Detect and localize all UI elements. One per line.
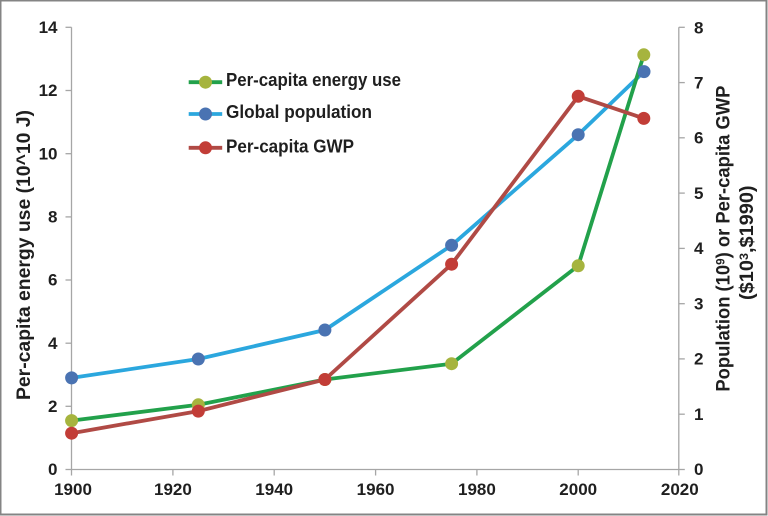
svg-text:10: 10 (39, 144, 58, 163)
svg-text:1940: 1940 (255, 480, 293, 499)
svg-text:4: 4 (48, 334, 58, 353)
svg-text:4: 4 (694, 239, 704, 258)
svg-text:8: 8 (48, 208, 57, 227)
svg-text:1960: 1960 (357, 480, 395, 499)
svg-text:1: 1 (694, 405, 703, 424)
svg-text:2: 2 (48, 397, 57, 416)
svg-text:0: 0 (48, 460, 57, 479)
svg-text:($103,$1990): ($103,$1990) (737, 185, 758, 300)
svg-text:Global population: Global population (226, 102, 372, 122)
svg-text:6: 6 (48, 271, 57, 290)
svg-text:2: 2 (694, 350, 703, 369)
svg-text:Per-capita energy use (10^10 J: Per-capita energy use (10^10 J) (14, 110, 35, 400)
svg-text:1920: 1920 (154, 480, 192, 499)
svg-text:8: 8 (694, 18, 703, 37)
svg-text:2000: 2000 (559, 480, 597, 499)
svg-text:2020: 2020 (661, 480, 699, 499)
svg-text:14: 14 (39, 18, 58, 37)
svg-text:3: 3 (694, 294, 703, 313)
svg-text:Population (109) or Per-capita: Population (109) or Per-capita GWP (714, 85, 735, 391)
svg-text:7: 7 (694, 73, 703, 92)
svg-text:1900: 1900 (54, 480, 92, 499)
svg-text:Per-capita GWP: Per-capita GWP (226, 136, 354, 156)
svg-text:5: 5 (694, 184, 703, 203)
svg-text:12: 12 (39, 81, 58, 100)
svg-text:1980: 1980 (458, 480, 496, 499)
svg-text:0: 0 (694, 460, 703, 479)
svg-text:Per-capita energy use: Per-capita energy use (226, 70, 401, 90)
svg-text:6: 6 (694, 129, 703, 148)
